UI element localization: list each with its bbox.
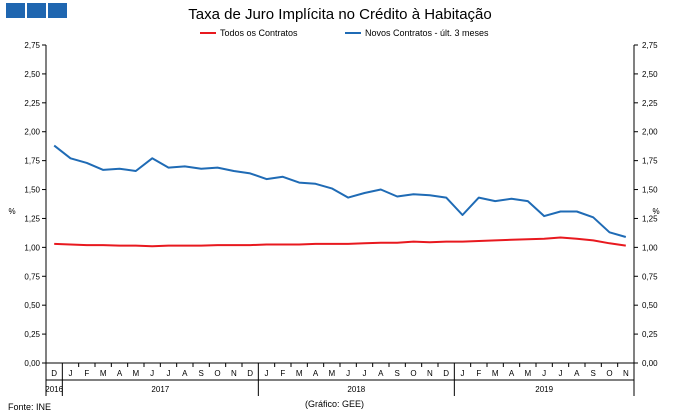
y-axis-label-right: % [652, 207, 659, 216]
x-tick-label: M [492, 369, 499, 378]
x-tick-label: J [559, 369, 563, 378]
y-tick-label-right: 0,75 [642, 272, 658, 281]
x-tick-label: D [51, 369, 57, 378]
x-tick-label: D [443, 369, 449, 378]
x-tick-label: F [476, 369, 481, 378]
y-tick-label-right: 1,50 [642, 186, 658, 195]
x-tick-label: A [117, 369, 123, 378]
source-note: Fonte: INE [8, 402, 52, 412]
y-tick-label-left: 1,25 [24, 214, 40, 223]
x-tick-label: M [100, 369, 107, 378]
legend-swatch-novos [345, 32, 361, 34]
y-tick-label-right: 2,75 [642, 41, 658, 50]
logo-block-3 [48, 3, 67, 18]
year-label: 2018 [347, 385, 365, 394]
x-tick-label: A [182, 369, 188, 378]
legend-label-novos: Novos Contratos - últ. 3 meses [365, 28, 489, 38]
y-tick-label-left: 0,25 [24, 330, 40, 339]
x-tick-label: A [574, 369, 580, 378]
y-tick-label-left: 2,50 [24, 70, 40, 79]
x-tick-label: O [606, 369, 612, 378]
y-tick-label-left: 0,50 [24, 301, 40, 310]
x-tick-label: D [247, 369, 253, 378]
legend-label-todos: Todos os Contratos [220, 28, 298, 38]
y-tick-label-right: 2,00 [642, 128, 658, 137]
y-tick-label-right: 0,25 [642, 330, 658, 339]
chart-title: Taxa de Juro Implícita no Crédito à Habi… [188, 6, 492, 23]
x-tick-label: J [150, 369, 154, 378]
legend-item-todos: Todos os Contratos [200, 28, 298, 38]
x-tick-label: O [410, 369, 416, 378]
y-tick-label-left: 0,75 [24, 272, 40, 281]
legend-swatch-todos [200, 32, 216, 34]
x-tick-label: J [167, 369, 171, 378]
y-tick-label-right: 2,25 [642, 99, 658, 108]
y-tick-label-left: 2,25 [24, 99, 40, 108]
x-tick-label: S [198, 369, 203, 378]
x-tick-label: O [214, 369, 220, 378]
year-label: 2016 [45, 385, 63, 394]
x-tick-label: J [363, 369, 367, 378]
x-tick-label: N [623, 369, 629, 378]
x-tick-label: N [427, 369, 433, 378]
chart-credit: (Gráfico: GEE) [305, 399, 365, 409]
x-tick-label: A [509, 369, 515, 378]
x-tick-label: S [394, 369, 399, 378]
x-tick-label: J [265, 369, 269, 378]
y-tick-label-left: 2,75 [24, 41, 40, 50]
x-tick-label: M [132, 369, 139, 378]
y-tick-label-left: 1,00 [24, 243, 40, 252]
x-tick-label: J [542, 369, 546, 378]
y-tick-label-right: 1,25 [642, 214, 658, 223]
x-tick-label: F [280, 369, 285, 378]
y-tick-label-left: 2,00 [24, 128, 40, 137]
x-tick-label: J [346, 369, 350, 378]
year-label: 2019 [535, 385, 553, 394]
x-tick-label: M [296, 369, 303, 378]
series-line-todos-os-contratos [54, 236, 626, 248]
y-tick-label-right: 0,50 [642, 301, 658, 310]
x-tick-label: S [590, 369, 595, 378]
y-tick-label-left: 1,75 [24, 157, 40, 166]
y-tick-label-right: 0,00 [642, 359, 658, 368]
y-tick-label-left: 1,50 [24, 186, 40, 195]
x-tick-label: F [84, 369, 89, 378]
y-tick-label-left: 0,00 [24, 359, 40, 368]
x-tick-label: A [313, 369, 319, 378]
series-line-novos-contratos [53, 144, 627, 238]
logo-block-1 [6, 3, 25, 18]
x-tick-label: M [328, 369, 335, 378]
y-tick-label-right: 2,50 [642, 70, 658, 79]
x-tick-label: N [231, 369, 237, 378]
x-tick-label: J [461, 369, 465, 378]
x-tick-label: A [378, 369, 384, 378]
x-tick-label: J [69, 369, 73, 378]
logo-block-2 [27, 3, 46, 18]
legend-item-novos: Novos Contratos - últ. 3 meses [345, 28, 489, 38]
y-axis-label-left: % [8, 207, 15, 216]
y-tick-label-right: 1,00 [642, 243, 658, 252]
y-tick-label-right: 1,75 [642, 157, 658, 166]
x-tick-label: M [524, 369, 531, 378]
year-label: 2017 [151, 385, 169, 394]
